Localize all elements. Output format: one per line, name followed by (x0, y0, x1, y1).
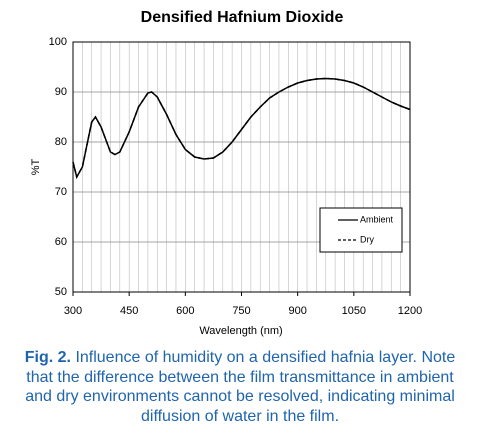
x-tick-label: 900 (288, 305, 306, 317)
y-tick-label: 60 (55, 236, 67, 248)
x-axis-label: Wavelength (nm) (199, 325, 282, 337)
y-tick-label: 80 (55, 136, 67, 148)
plot-frame (72, 41, 411, 293)
y-tick-label: 70 (55, 186, 67, 198)
x-tick-label: 450 (120, 305, 138, 317)
x-tick-label: 750 (232, 305, 250, 317)
y-tick-label: 50 (55, 286, 67, 298)
y-tick-label: 90 (55, 86, 67, 98)
legend-box (319, 207, 403, 253)
legend-label: Ambient (360, 214, 394, 224)
x-tick-label: 300 (64, 305, 82, 317)
legend-label: Dry (360, 234, 374, 244)
x-tick-label: 1200 (398, 305, 422, 317)
chart-title: Densified Hafnium Dioxide (141, 9, 344, 26)
caption-text: Influence of humidity on a densified haf… (25, 349, 456, 425)
x-tick-label: 1050 (342, 305, 366, 317)
y-tick-label: 100 (49, 36, 67, 48)
x-tick-label: 600 (176, 305, 194, 317)
caption-label: Fig. 2. (24, 349, 71, 366)
y-axis-label: %T (30, 158, 42, 175)
series-line (72, 77, 411, 180)
caption: Fig. 2. Influence of humidity on a densi… (20, 348, 460, 426)
chart: Densified Hafnium Dioxide Wavelength (nm… (30, 9, 422, 337)
